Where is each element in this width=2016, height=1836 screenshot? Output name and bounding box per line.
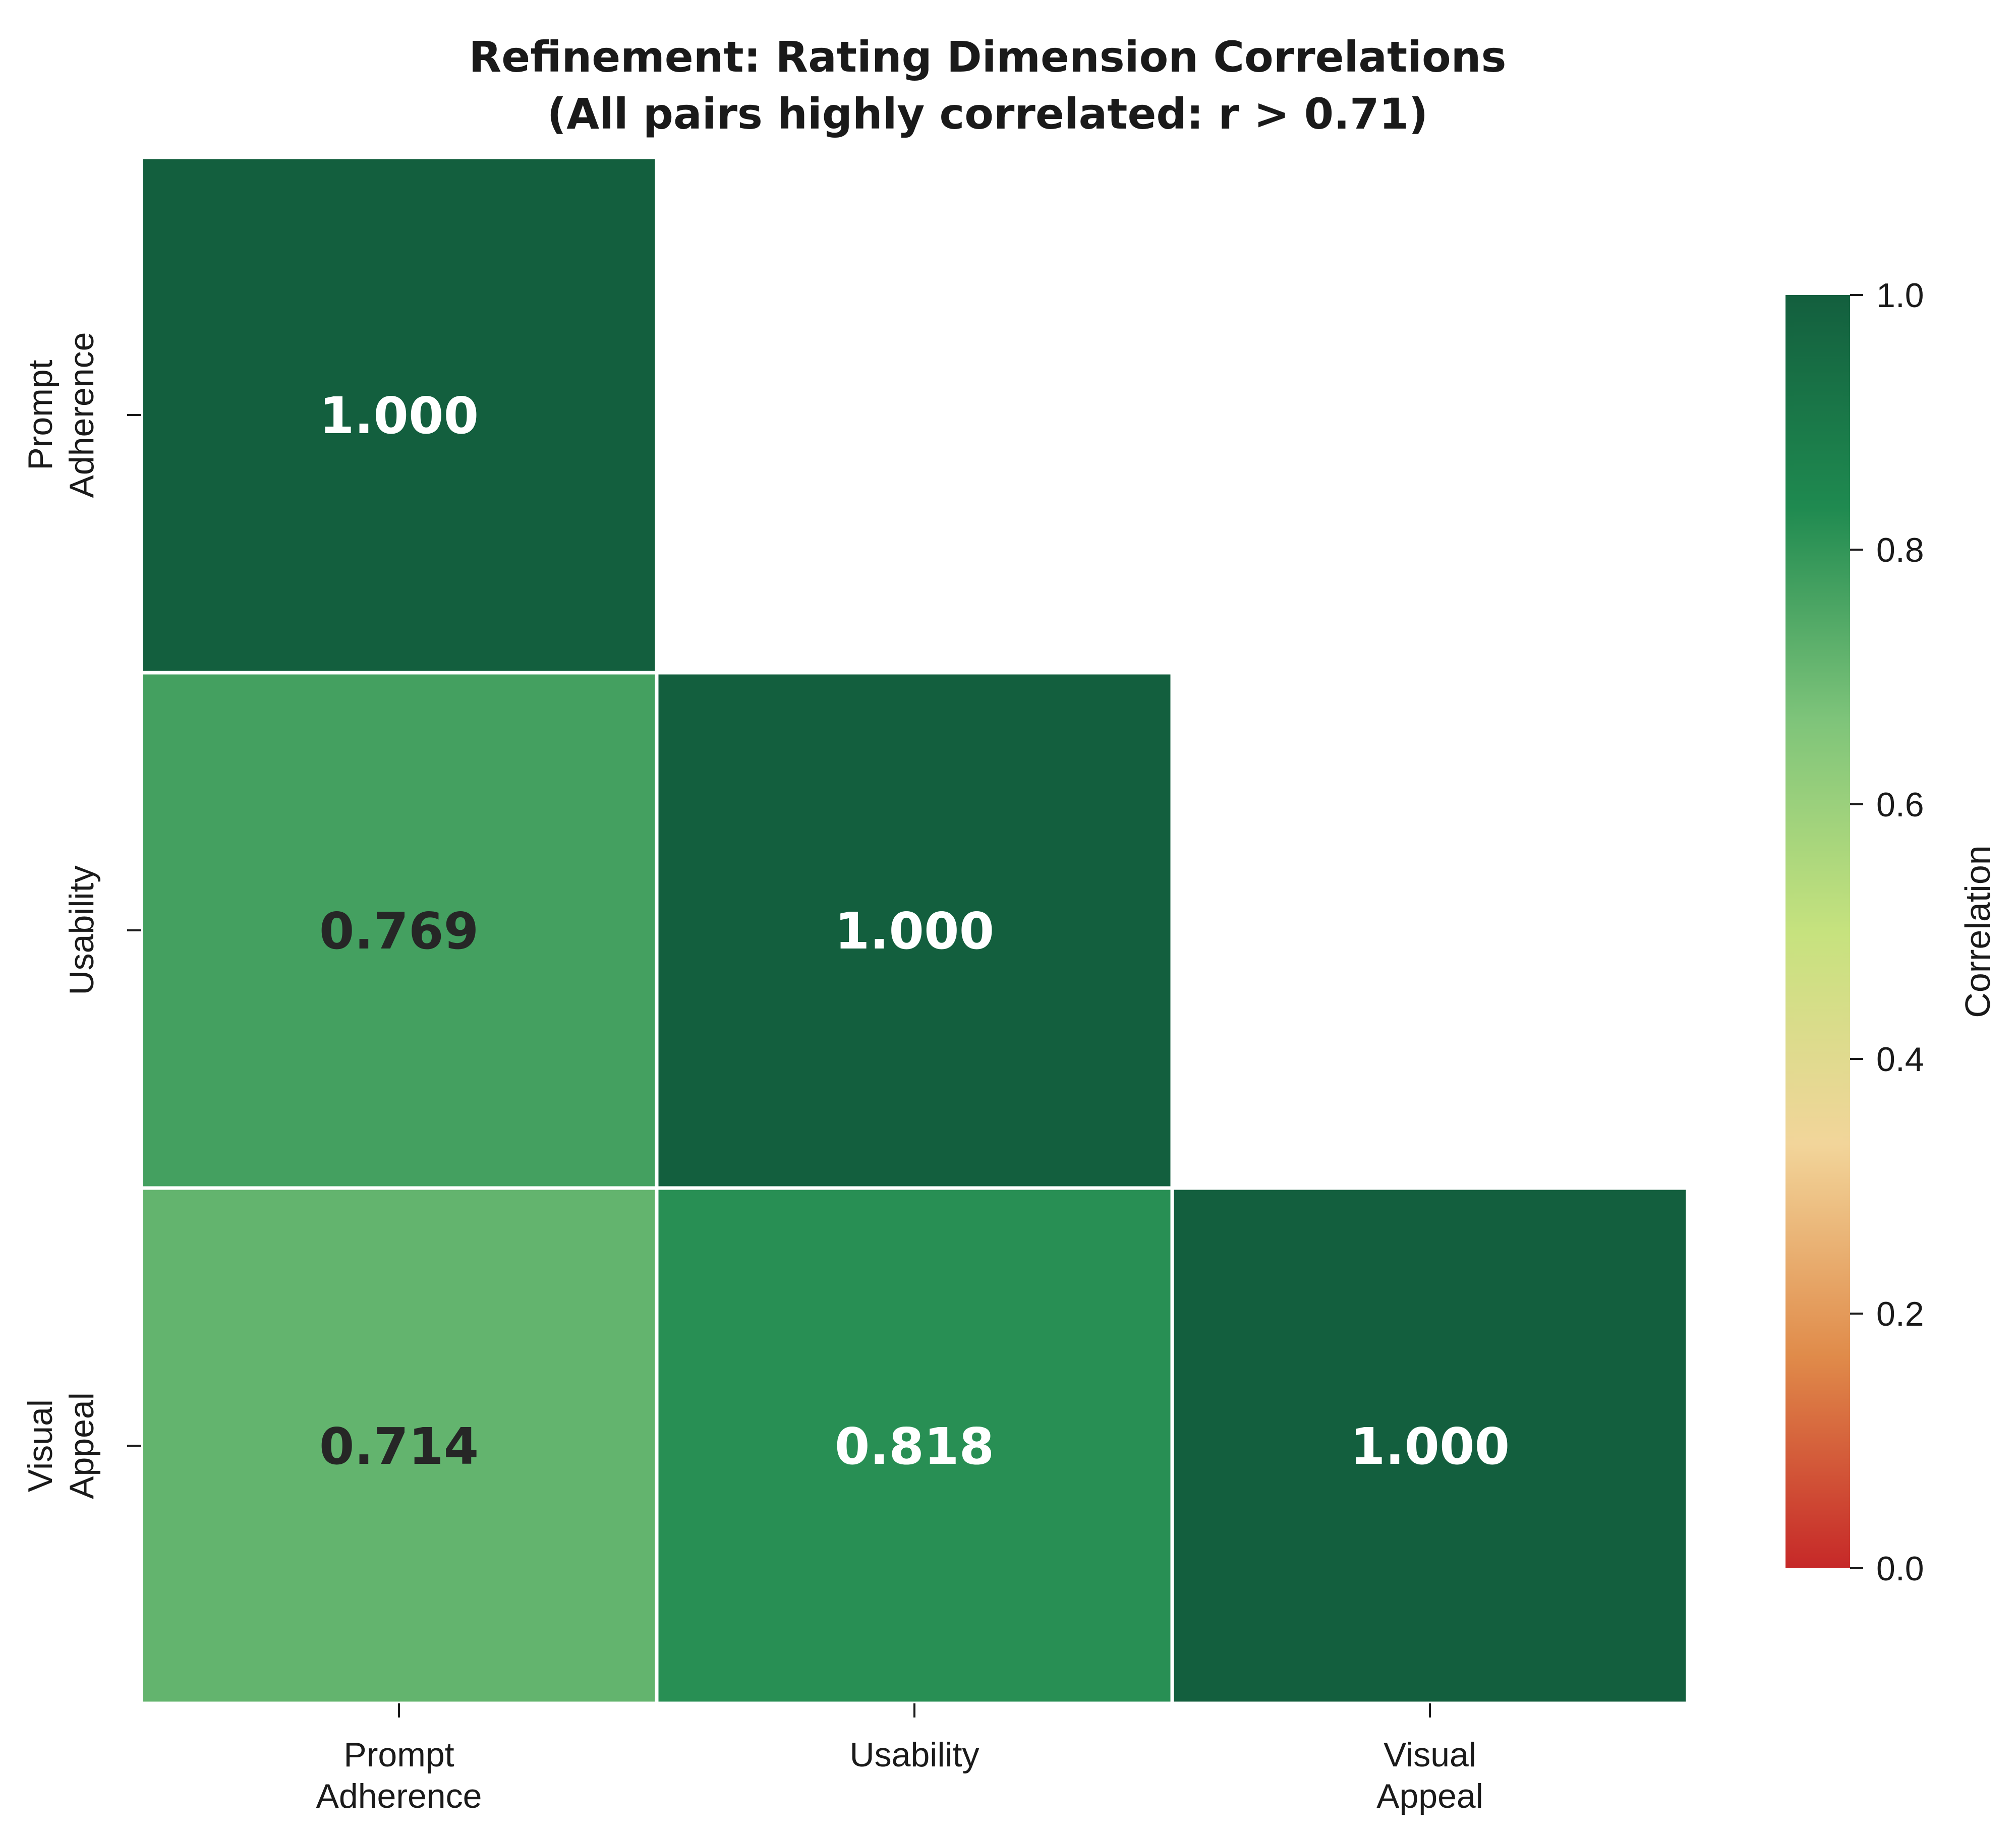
colorbar: 0.0 0.2 0.4 0.6 0.8 1.0 Correlation: [1785, 276, 1997, 1588]
colorbar-tick-label: 0.0: [1876, 1550, 1924, 1588]
y-tick-label: VisualAppeal: [21, 1392, 101, 1499]
heatmap-cell: [655, 1186, 1174, 1705]
heatmap-cells: 1.000 0.769 1.000 0.714 0.818 1.000: [139, 155, 1690, 1705]
x-axis: Prompt Adherence Usability Visual Appeal: [316, 1703, 1483, 1815]
colorbar-tick-label: 0.4: [1876, 1040, 1924, 1079]
colorbar-gradient: [1785, 295, 1850, 1568]
colorbar-tick-label: 0.2: [1876, 1295, 1924, 1333]
y-tick-label-group: PromptAdherence: [21, 332, 101, 498]
cell-value-label: 0.818: [835, 1417, 994, 1476]
y-axis: PromptAdherence Usability VisualAppeal: [21, 332, 141, 1499]
colorbar-title: Correlation: [1958, 845, 1997, 1018]
heatmap-cell: [139, 671, 659, 1190]
colorbar-tick-label: 0.8: [1876, 531, 1924, 569]
colorbar-tick-label: 1.0: [1876, 276, 1924, 315]
cell-value-label: 1.000: [319, 386, 479, 445]
x-tick-label: Prompt Adherence: [316, 1736, 482, 1815]
chart-subtitle: (All pairs highly correlated: r > 0.71): [547, 89, 1428, 139]
cell-value-label: 1.000: [1350, 1417, 1510, 1476]
chart-title: Refinement: Rating Dimension Correlation…: [469, 32, 1507, 82]
y-tick-label: PromptAdherence: [21, 332, 101, 498]
y-tick-label: Usability: [63, 866, 101, 995]
colorbar-tick-label: 0.6: [1876, 786, 1924, 824]
y-tick-label-group: Usability: [63, 866, 101, 995]
cell-value-label: 0.769: [319, 902, 479, 961]
cell-value-label: 0.714: [319, 1417, 479, 1476]
x-tick-label: Usability: [850, 1736, 980, 1774]
heatmap-cell: [1170, 1186, 1690, 1705]
heatmap-cell: [139, 1186, 659, 1705]
y-tick-label-group: VisualAppeal: [21, 1392, 101, 1499]
heatmap-cell: [655, 671, 1174, 1190]
cell-value-label: 1.000: [835, 902, 994, 961]
heatmap-cell: [139, 155, 659, 675]
x-tick-label: Visual Appeal: [1376, 1736, 1483, 1815]
